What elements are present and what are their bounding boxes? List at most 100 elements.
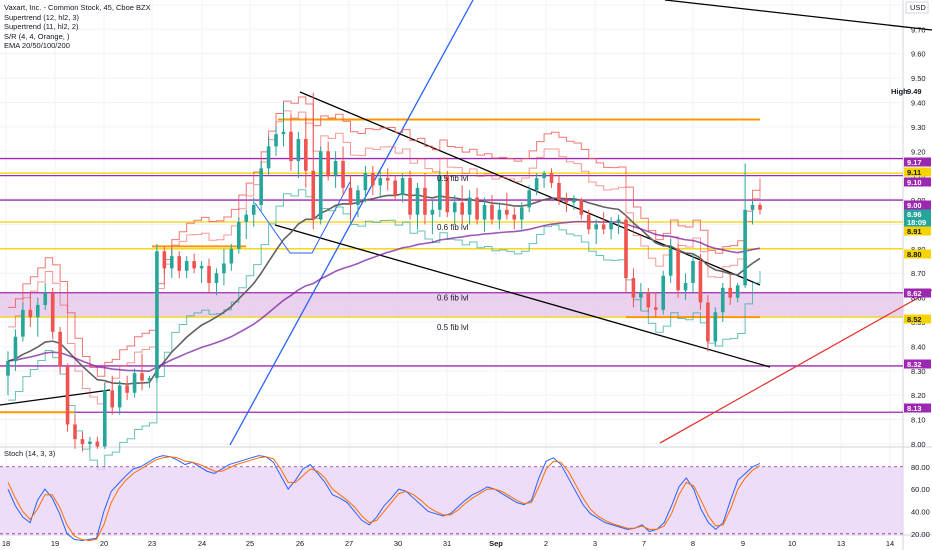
time-tick-label: 24 bbox=[198, 539, 206, 548]
fib-label: 0.5 fib lvl bbox=[437, 323, 469, 332]
price-tick-label: 8.20 bbox=[911, 391, 926, 400]
red-trendline bbox=[659, 289, 932, 444]
candle-body bbox=[110, 390, 115, 408]
supertrend-down bbox=[8, 96, 761, 377]
candle-body bbox=[95, 441, 100, 447]
candle-body bbox=[452, 202, 457, 213]
candle-body bbox=[706, 302, 710, 342]
price-tag-bg bbox=[904, 314, 931, 324]
price-tag-bg bbox=[904, 157, 931, 167]
candle-body bbox=[102, 390, 107, 447]
time-axis[interactable]: 18 19 20 23 24 25 26 27 30 31 Sep 2 3 7 8 9 10 13 14 bbox=[2, 539, 894, 548]
candle-body bbox=[639, 292, 643, 298]
candle-body bbox=[117, 385, 122, 408]
candle-body bbox=[251, 204, 256, 215]
top-right-black-line bbox=[664, 0, 932, 31]
time-tick-label: 20 bbox=[100, 539, 108, 548]
candle-body bbox=[363, 173, 368, 191]
time-tick-label: 9 bbox=[741, 539, 745, 548]
candle-body bbox=[728, 287, 733, 298]
time-tick-label: 26 bbox=[296, 539, 304, 548]
candle-body bbox=[624, 219, 628, 279]
candle-body bbox=[430, 209, 435, 215]
price-tag-bg bbox=[904, 200, 931, 210]
candle-body bbox=[490, 204, 494, 220]
candle-body bbox=[735, 285, 740, 298]
candle-body bbox=[214, 273, 219, 283]
time-tick-label: 2 bbox=[544, 539, 548, 548]
candle-body bbox=[631, 278, 636, 298]
price-tag-bg bbox=[904, 249, 931, 259]
candle-body bbox=[80, 439, 85, 444]
stoch-tick-label: 20.00 bbox=[911, 530, 930, 539]
candle-body bbox=[475, 197, 479, 220]
legend-indicator[interactable]: Supertrend (12, hl2, 3) bbox=[4, 12, 80, 22]
candle-body bbox=[371, 173, 375, 186]
legend-indicator[interactable]: EMA 20/50/100/200 bbox=[4, 41, 70, 50]
price-tick-label: 9.50 bbox=[911, 74, 926, 83]
candle-body bbox=[281, 131, 286, 135]
price-tag-label: 8.96 bbox=[907, 210, 922, 219]
candle-body bbox=[318, 151, 323, 220]
candle-body bbox=[467, 197, 472, 215]
candle-body bbox=[482, 204, 487, 220]
time-tick-label: 23 bbox=[148, 539, 156, 548]
price-tag-label: 8.91 bbox=[907, 227, 922, 236]
candle-body bbox=[616, 219, 621, 222]
candle-body bbox=[170, 256, 174, 269]
candle-body bbox=[21, 309, 25, 337]
candle-body bbox=[296, 139, 301, 162]
candle-body bbox=[385, 178, 390, 181]
candle-body bbox=[601, 224, 606, 230]
candle-body bbox=[698, 261, 703, 303]
price-tag-bg bbox=[904, 209, 931, 219]
candle-body bbox=[184, 261, 189, 271]
candle-body bbox=[207, 265, 211, 283]
price-tag-label: 8.52 bbox=[907, 315, 922, 324]
candle-body bbox=[594, 224, 598, 230]
price-tick-label: 9.60 bbox=[911, 50, 926, 59]
time-tick-label: Sep bbox=[489, 539, 503, 548]
price-tag-label: 8.32 bbox=[907, 360, 922, 369]
stoch-legend[interactable]: Stoch (14, 3, 3) bbox=[4, 449, 56, 458]
candle-body bbox=[50, 292, 55, 332]
candle-body bbox=[244, 214, 249, 222]
candle-body bbox=[378, 178, 383, 186]
candle-body bbox=[132, 373, 137, 393]
candle-body bbox=[527, 190, 531, 208]
candle-body bbox=[586, 214, 591, 230]
candle-body bbox=[668, 248, 673, 276]
legend-indicator[interactable]: Supertrend (11, hl2, 2) bbox=[4, 22, 79, 31]
time-tick-label: 14 bbox=[886, 539, 894, 548]
price-tag-bg bbox=[904, 167, 931, 177]
price-tag-bg bbox=[904, 217, 931, 227]
candle-body bbox=[750, 204, 755, 210]
candle-body bbox=[162, 251, 167, 269]
candle-body bbox=[356, 190, 360, 205]
candle-body bbox=[572, 200, 576, 203]
blue-zigzag bbox=[254, 181, 351, 254]
candle-body bbox=[505, 209, 509, 215]
price-tag-bg bbox=[904, 288, 931, 298]
legend-indicator[interactable]: S/R (4, 4, Orange, ) bbox=[4, 31, 70, 41]
price-axis[interactable]: 8.008.108.208.308.408.508.608.708.808.90… bbox=[891, 1, 931, 449]
candle-body bbox=[348, 187, 353, 205]
candle-body bbox=[676, 248, 680, 291]
candle-body bbox=[519, 207, 524, 220]
stoch-d-line bbox=[7, 456, 761, 542]
candlesticks bbox=[6, 92, 762, 452]
candle-body bbox=[289, 131, 293, 162]
candle-body bbox=[691, 261, 695, 283]
candle-body bbox=[333, 161, 338, 176]
price-tag-label: High bbox=[891, 87, 908, 96]
candle-body bbox=[743, 209, 747, 286]
supertrend-lines bbox=[8, 96, 761, 470]
candle-body bbox=[311, 170, 316, 220]
price-tick-label: 8.40 bbox=[911, 342, 926, 351]
price-tick-label: 8.00 bbox=[911, 440, 926, 449]
time-tick-label: 10 bbox=[788, 539, 796, 548]
time-tick-label: 8 bbox=[691, 539, 695, 548]
candle-body bbox=[65, 365, 70, 425]
legend-title[interactable]: Vaxart, Inc. - Common Stock, 45, Cboe BZ… bbox=[4, 3, 151, 12]
